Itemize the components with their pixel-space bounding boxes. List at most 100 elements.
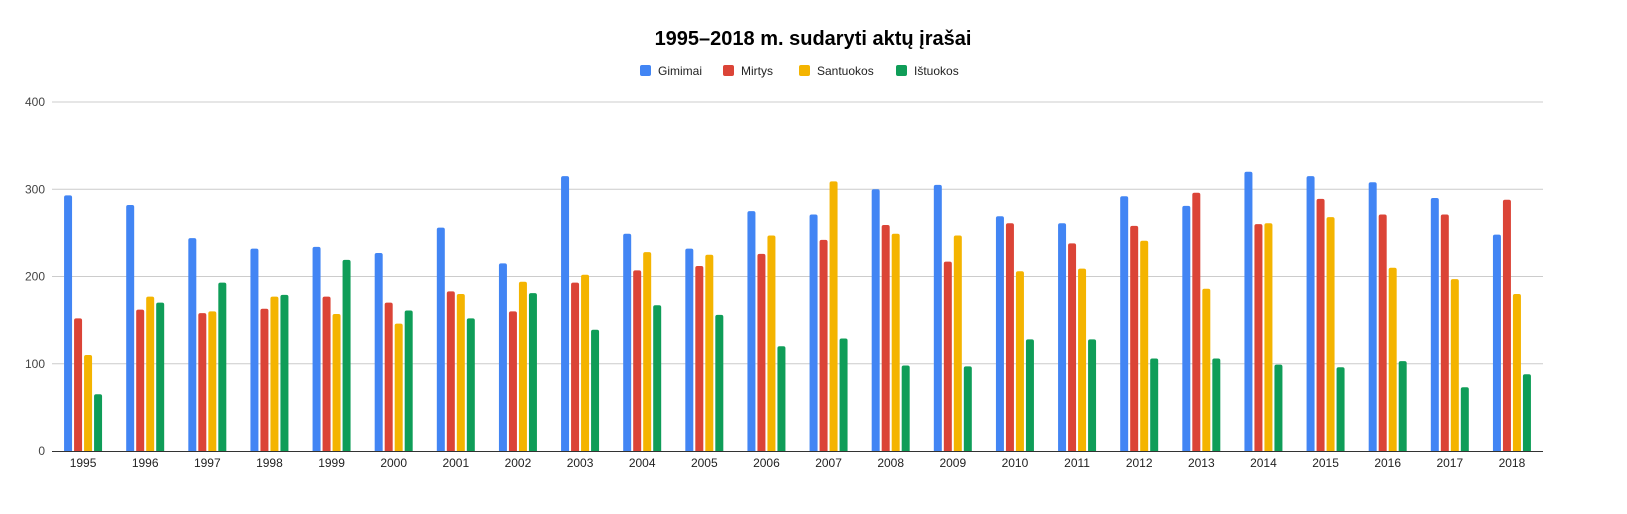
y-tick-label: 0 (38, 444, 45, 458)
bar-ištuokos-2016 (1398, 361, 1407, 451)
x-tick-label: 2004 (629, 456, 656, 470)
bar-santuokos-2007 (829, 181, 838, 451)
bar-ištuokos-2012 (1150, 358, 1159, 451)
x-tick-label: 1995 (70, 456, 97, 470)
bar-mirtys-1999 (322, 296, 331, 451)
x-tick-label: 2016 (1374, 456, 1401, 470)
bar-ištuokos-2000 (404, 310, 413, 451)
bar-mirtys-2007 (819, 239, 828, 451)
x-tick-label: 2006 (753, 456, 780, 470)
bar-mirtys-2009 (943, 261, 952, 451)
x-tick-label: 1998 (256, 456, 283, 470)
bar-gimimai-2000 (374, 252, 383, 451)
bar-ištuokos-2018 (1522, 374, 1531, 451)
bar-gimimai-2016 (1368, 182, 1377, 451)
bar-gimimai-2004 (623, 233, 632, 451)
bar-gimimai-2010 (995, 216, 1004, 451)
bar-santuokos-1999 (332, 314, 341, 451)
bar-santuokos-1998 (270, 296, 279, 451)
x-tick-label: 2017 (1436, 456, 1463, 470)
legend-label-3: Ištuokos (914, 64, 959, 78)
bar-gimimai-2014 (1244, 171, 1253, 452)
bar-santuokos-2000 (394, 323, 403, 451)
bar-mirtys-2010 (1005, 223, 1014, 451)
bar-mirtys-2018 (1502, 199, 1511, 451)
bar-ištuokos-1999 (342, 259, 351, 451)
bar-mirtys-2006 (757, 253, 766, 451)
x-tick-label: 2010 (1002, 456, 1029, 470)
legend-label-0: Gimimai (658, 64, 702, 78)
bar-santuokos-2016 (1388, 267, 1397, 451)
bar-gimimai-2018 (1492, 234, 1501, 451)
bar-santuokos-2013 (1202, 288, 1211, 451)
bar-santuokos-1997 (208, 311, 217, 451)
bar-mirtys-2014 (1254, 224, 1263, 451)
legend-swatch-3 (896, 65, 907, 76)
bar-santuokos-2017 (1450, 279, 1459, 451)
bar-ištuokos-2008 (901, 365, 910, 451)
bar-gimimai-1998 (250, 248, 259, 451)
bar-santuokos-2015 (1326, 217, 1335, 451)
bar-mirtys-2005 (695, 266, 704, 451)
bar-gimimai-2012 (1120, 196, 1129, 451)
bar-ištuokos-2015 (1336, 367, 1345, 451)
bar-ištuokos-2014 (1274, 364, 1283, 451)
x-tick-label: 2001 (442, 456, 469, 470)
bar-santuokos-2011 (1078, 268, 1087, 451)
bar-gimimai-2008 (871, 189, 880, 451)
bar-santuokos-1995 (84, 355, 93, 451)
bar-gimimai-2017 (1430, 197, 1439, 451)
bar-gimimai-2015 (1306, 176, 1315, 451)
legend-swatch-0 (640, 65, 651, 76)
y-tick-label: 400 (25, 95, 45, 109)
bar-gimimai-1995 (64, 195, 73, 451)
bar-santuokos-1996 (146, 296, 155, 451)
bar-gimimai-2007 (809, 214, 818, 451)
bar-gimimai-2003 (561, 176, 570, 451)
x-axis-ticks: 1995 1996 1997 1998 1999 2000 2001 2002 2003 2004… (70, 456, 1526, 470)
bar-gimimai-1997 (188, 238, 197, 451)
bar-mirtys-2016 (1378, 214, 1387, 451)
bar-ištuokos-1995 (94, 394, 103, 451)
bar-mirtys-2003 (571, 282, 580, 451)
x-tick-label: 2002 (505, 456, 532, 470)
bar-gimimai-2001 (436, 227, 445, 451)
bar-ištuokos-2011 (1088, 339, 1097, 451)
legend-swatch-1 (723, 65, 734, 76)
bar-ištuokos-2005 (715, 314, 724, 451)
y-tick-label: 200 (25, 270, 45, 284)
x-tick-label: 2005 (691, 456, 718, 470)
bar-ištuokos-2006 (777, 346, 786, 451)
x-tick-label: 2015 (1312, 456, 1339, 470)
bar-mirtys-1995 (74, 318, 83, 451)
bar-gimimai-2013 (1182, 205, 1191, 451)
bar-gimimai-1999 (312, 246, 321, 451)
bar-mirtys-1997 (198, 313, 207, 451)
bar-mirtys-1998 (260, 308, 269, 451)
legend-swatch-2 (799, 65, 810, 76)
bar-santuokos-2010 (1015, 271, 1024, 451)
x-tick-label: 2018 (1499, 456, 1526, 470)
bar-santuokos-2009 (953, 235, 962, 451)
chart-title: 1995–2018 m. sudaryti aktų įrašai (655, 28, 972, 50)
bar-ištuokos-2007 (839, 338, 848, 451)
bar-gimimai-2005 (685, 248, 694, 451)
bar-mirtys-2015 (1316, 198, 1325, 451)
bar-santuokos-2002 (518, 281, 527, 451)
x-tick-label: 1999 (318, 456, 345, 470)
bars (64, 171, 1531, 452)
bar-ištuokos-2003 (591, 329, 600, 451)
x-tick-label: 2013 (1188, 456, 1215, 470)
gridlines (52, 101, 1543, 365)
bar-santuokos-2018 (1512, 293, 1521, 451)
bar-gimimai-2006 (747, 211, 756, 451)
x-tick-label: 2011 (1064, 456, 1090, 470)
bar-mirtys-2004 (633, 270, 642, 451)
bar-santuokos-2014 (1264, 223, 1273, 451)
x-tick-label: 2007 (815, 456, 842, 470)
x-tick-label: 2000 (380, 456, 407, 470)
bar-gimimai-2002 (498, 263, 507, 451)
bar-gimimai-2011 (1058, 223, 1067, 451)
bar-ištuokos-2013 (1212, 358, 1221, 451)
bar-santuokos-2003 (581, 274, 590, 451)
